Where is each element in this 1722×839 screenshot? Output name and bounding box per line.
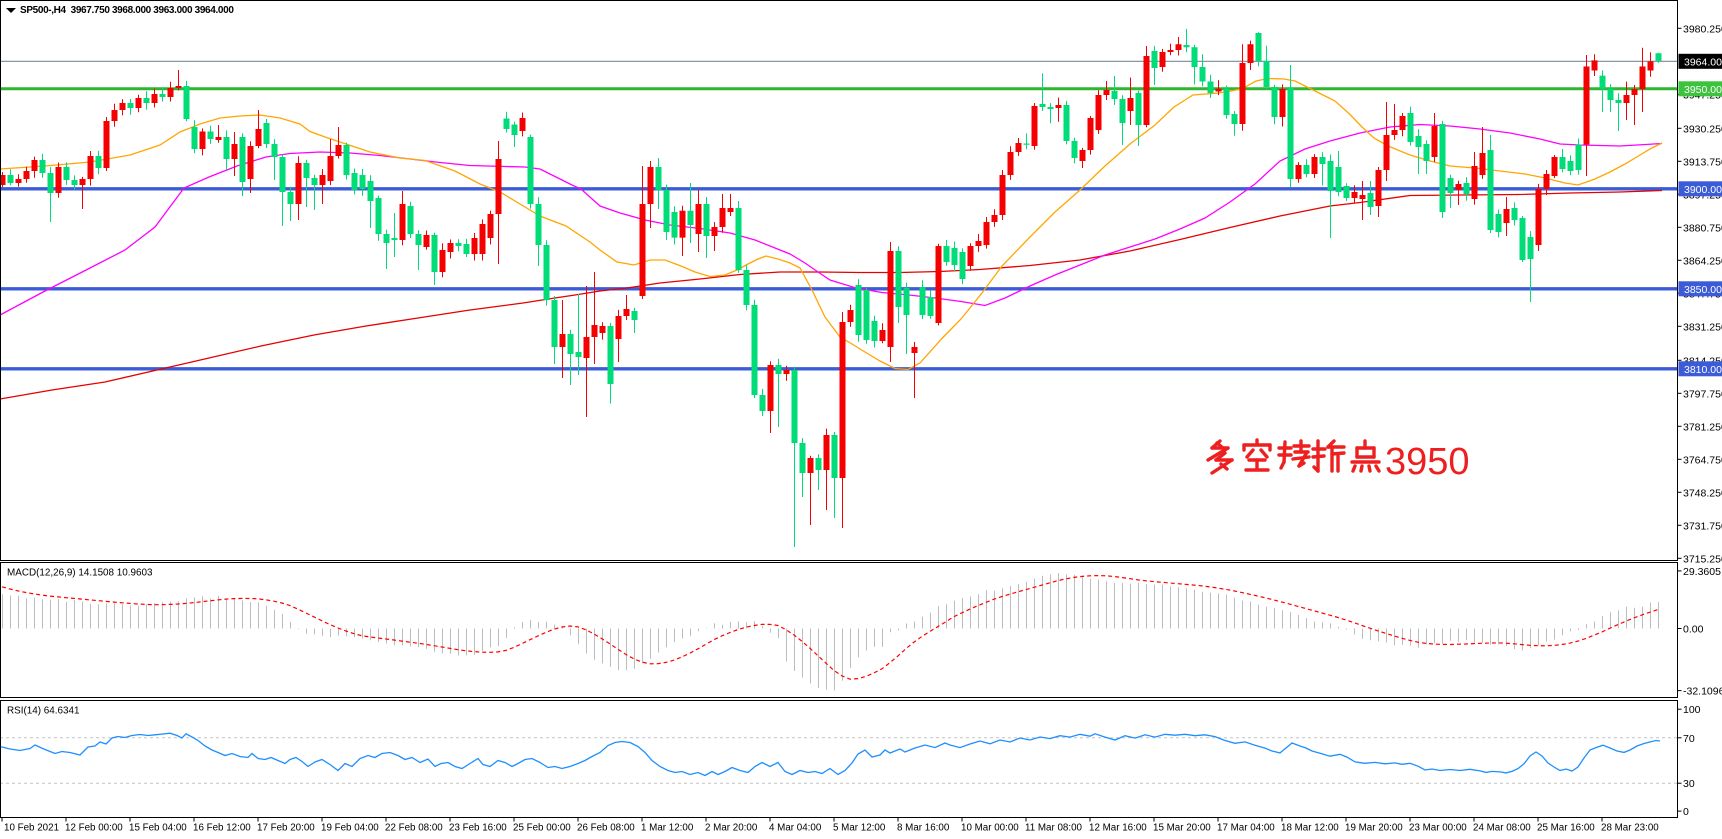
svg-text:18 Mar 12:00: 18 Mar 12:00 — [1281, 823, 1339, 834]
svg-text:-32.1096: -32.1096 — [1683, 686, 1722, 698]
svg-text:3950: 3950 — [1385, 441, 1470, 483]
svg-text:24 Mar 08:00: 24 Mar 08:00 — [1473, 823, 1531, 834]
svg-text:19 Feb 04:00: 19 Feb 04:00 — [321, 823, 379, 834]
svg-text:10 Feb 2021: 10 Feb 2021 — [4, 823, 59, 834]
svg-text:3913.750: 3913.750 — [1683, 156, 1722, 168]
svg-text:3810.000: 3810.000 — [1684, 364, 1722, 376]
svg-text:17 Feb 20:00: 17 Feb 20:00 — [257, 823, 315, 834]
svg-text:25 Feb 00:00: 25 Feb 00:00 — [513, 823, 571, 834]
svg-text:17 Mar 04:00: 17 Mar 04:00 — [1217, 823, 1275, 834]
svg-text:15 Mar 20:00: 15 Mar 20:00 — [1153, 823, 1211, 834]
svg-text:70: 70 — [1683, 733, 1695, 745]
svg-text:4 Mar 04:00: 4 Mar 04:00 — [769, 823, 822, 834]
svg-text:23 Mar 00:00: 23 Mar 00:00 — [1409, 823, 1467, 834]
svg-text:RSI(14) 64.6341: RSI(14) 64.6341 — [7, 706, 80, 717]
svg-text:15 Feb 04:00: 15 Feb 04:00 — [129, 823, 187, 834]
svg-text:3850.000: 3850.000 — [1684, 284, 1722, 296]
svg-text:3864.250: 3864.250 — [1683, 255, 1722, 267]
svg-text:28 Mar 23:00: 28 Mar 23:00 — [1601, 823, 1659, 834]
svg-text:3831.250: 3831.250 — [1683, 321, 1722, 333]
svg-text:3748.250: 3748.250 — [1683, 487, 1722, 499]
svg-text:SP500-,H4 3967.750 3968.000 3: SP500-,H4 3967.750 3968.000 3963.000 396… — [20, 5, 234, 16]
svg-text:29.3605: 29.3605 — [1683, 566, 1721, 578]
svg-text:MACD(12,26,9) 14.1508 10.9603: MACD(12,26,9) 14.1508 10.9603 — [7, 568, 153, 579]
svg-text:3900.000: 3900.000 — [1684, 184, 1722, 196]
svg-text:0.00: 0.00 — [1683, 624, 1704, 636]
svg-text:23 Feb 16:00: 23 Feb 16:00 — [449, 823, 507, 834]
svg-text:12 Feb 00:00: 12 Feb 00:00 — [65, 823, 123, 834]
svg-text:3731.750: 3731.750 — [1683, 520, 1722, 532]
svg-text:2 Mar 20:00: 2 Mar 20:00 — [705, 823, 758, 834]
svg-text:16 Feb 12:00: 16 Feb 12:00 — [193, 823, 251, 834]
svg-text:1 Mar 12:00: 1 Mar 12:00 — [641, 823, 694, 834]
svg-text:3964.000: 3964.000 — [1684, 56, 1722, 68]
svg-text:3781.250: 3781.250 — [1683, 421, 1722, 433]
svg-text:25 Mar 16:00: 25 Mar 16:00 — [1537, 823, 1595, 834]
svg-text:30: 30 — [1683, 778, 1695, 790]
svg-text:19 Mar 20:00: 19 Mar 20:00 — [1345, 823, 1403, 834]
svg-text:10 Mar 00:00: 10 Mar 00:00 — [961, 823, 1019, 834]
svg-text:12 Mar 16:00: 12 Mar 16:00 — [1089, 823, 1147, 834]
svg-text:26 Feb 08:00: 26 Feb 08:00 — [577, 823, 635, 834]
svg-text:3715.250: 3715.250 — [1683, 553, 1722, 565]
svg-text:3980.250: 3980.250 — [1683, 23, 1722, 35]
svg-text:3797.750: 3797.750 — [1683, 388, 1722, 400]
svg-text:3950.000: 3950.000 — [1684, 84, 1722, 96]
svg-text:0: 0 — [1683, 806, 1689, 818]
svg-text:5 Mar 12:00: 5 Mar 12:00 — [833, 823, 886, 834]
svg-text:22 Feb 08:00: 22 Feb 08:00 — [385, 823, 443, 834]
svg-text:100: 100 — [1683, 704, 1701, 716]
svg-text:3930.250: 3930.250 — [1683, 123, 1722, 135]
svg-text:3764.750: 3764.750 — [1683, 454, 1722, 466]
svg-text:3880.750: 3880.750 — [1683, 222, 1722, 234]
svg-text:11 Mar 08:00: 11 Mar 08:00 — [1025, 823, 1083, 834]
svg-text:8 Mar 16:00: 8 Mar 16:00 — [897, 823, 950, 834]
